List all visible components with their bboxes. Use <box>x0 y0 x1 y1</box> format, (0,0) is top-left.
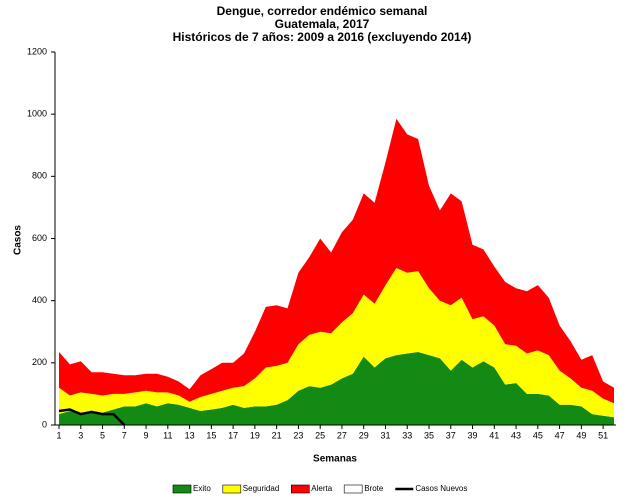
line <box>58 408 126 426</box>
x-tick-label: 15 <box>206 430 216 440</box>
legend-label: Seguridad <box>243 484 279 493</box>
x-tick-label: 19 <box>250 430 260 440</box>
x-tick-label: 37 <box>446 430 456 440</box>
x-tick-label: 21 <box>272 430 282 440</box>
x-tick-label: 51 <box>598 430 608 440</box>
x-tick-label: 33 <box>402 430 412 440</box>
y-tick-label: 800 <box>32 171 47 181</box>
x-tick-label: 1 <box>56 430 61 440</box>
x-tick-label: 41 <box>489 430 499 440</box>
x-tick-label: 5 <box>100 430 105 440</box>
legend-swatch <box>222 484 242 494</box>
legend-swatch <box>172 484 192 494</box>
y-tick-label: 1000 <box>27 109 47 119</box>
x-tick-label: 9 <box>144 430 149 440</box>
legend-swatch <box>290 484 310 494</box>
y-tick-label: 0 <box>42 419 47 429</box>
x-tick-label: 13 <box>185 430 195 440</box>
legend-label: Brote <box>364 484 384 493</box>
area <box>59 118 614 404</box>
area <box>59 268 614 418</box>
y-tick-label: 400 <box>32 295 47 305</box>
x-tick-label: 7 <box>122 430 127 440</box>
chart-subtitle: Guatemala, 2017 <box>275 17 370 31</box>
x-tick-label: 47 <box>555 430 565 440</box>
x-tick-label: 39 <box>468 430 478 440</box>
y-tick-label: 200 <box>32 357 47 367</box>
chart-subtitle: Históricos de 7 años: 2009 a 2016 (exclu… <box>173 30 472 44</box>
x-tick-label: 11 <box>163 430 172 440</box>
x-tick-label: 43 <box>511 430 521 440</box>
x-tick-label: 31 <box>380 430 390 440</box>
x-tick-label: 17 <box>228 430 238 440</box>
legend-label: Casos Nuevos <box>415 484 467 493</box>
x-tick-label: 49 <box>576 430 586 440</box>
y-tick-label: 1200 <box>27 46 47 56</box>
chart-title: Dengue, corredor endémico semanal <box>217 4 428 18</box>
x-tick-label: 23 <box>293 430 303 440</box>
x-tick-label: 45 <box>533 430 543 440</box>
legend-swatch <box>343 484 363 494</box>
x-tick-label: 35 <box>424 430 434 440</box>
x-tick-label: 25 <box>315 430 325 440</box>
x-axis-label: Semanas <box>313 454 357 465</box>
legend-label: Alerta <box>311 484 332 493</box>
y-axis-label: Casos <box>13 225 24 255</box>
x-tick-label: 27 <box>337 430 347 440</box>
y-tick-label: 600 <box>32 233 47 243</box>
area <box>59 352 614 425</box>
x-tick-label: 3 <box>78 430 83 440</box>
legend-label: Exito <box>193 484 211 493</box>
x-tick-label: 29 <box>359 430 369 440</box>
